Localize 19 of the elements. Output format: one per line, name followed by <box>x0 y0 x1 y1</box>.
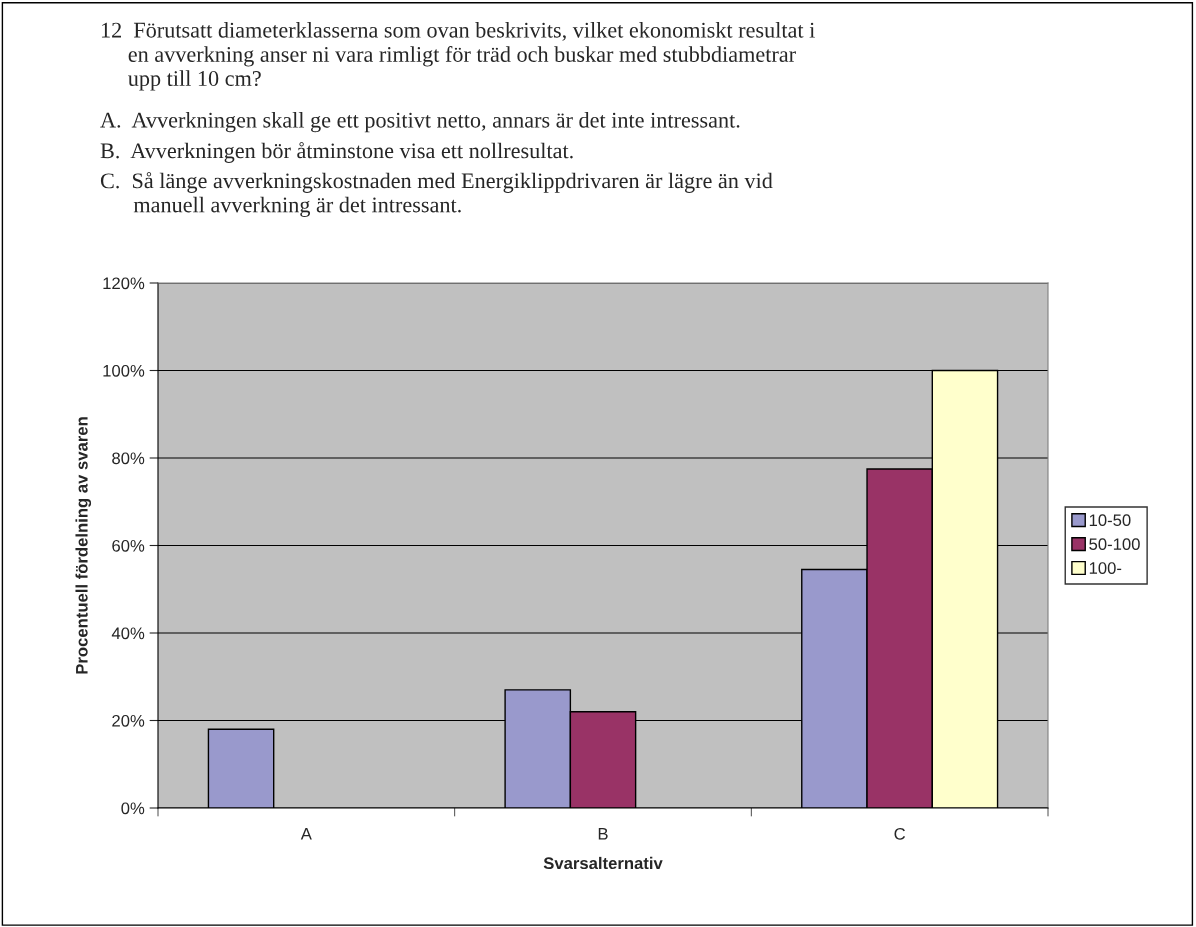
x-tick-label: A <box>300 828 312 840</box>
text: A. Avverkningen skall ge ett positivt netto, annars är det inte intressant. <box>100 112 740 133</box>
text: C. Så länge avverkningskostnaden med Energiklippdrivaren är lägre än vid manuell avverkning är det intressant. <box>100 172 773 217</box>
y-tick-label: 0% <box>121 802 145 815</box>
x-tick-label: B <box>598 828 608 840</box>
y-tick-label: 40% <box>111 627 145 640</box>
y-tick-label: 100% <box>103 364 145 377</box>
text: B. Avverkningen bör åtminstone visa ett nollresultat. <box>100 142 573 163</box>
legend-label: 50-100 <box>1089 538 1140 551</box>
legend-label: 100- <box>1089 562 1122 574</box>
y-tick-label: 60% <box>112 539 145 552</box>
y-axis-title: Procentuell fördelning av svaren <box>75 417 92 674</box>
x-tick-label: C <box>894 827 906 840</box>
chart-title: 12 Förutsatt diameterklasserna som ovan beskrivits, vilket ekonomiskt resultat i en avverkning anser ni vara rimligt för träd och buskar med stubbdiametrar upp till 10 cm? <box>101 22 815 91</box>
y-tick-label: 20% <box>112 714 145 727</box>
y-tick-label: 120% <box>103 277 145 290</box>
x-axis-title: Svarsalternativ <box>543 856 663 870</box>
legend-label: 10-50 <box>1089 514 1131 527</box>
y-tick-label: 80% <box>112 452 145 465</box>
